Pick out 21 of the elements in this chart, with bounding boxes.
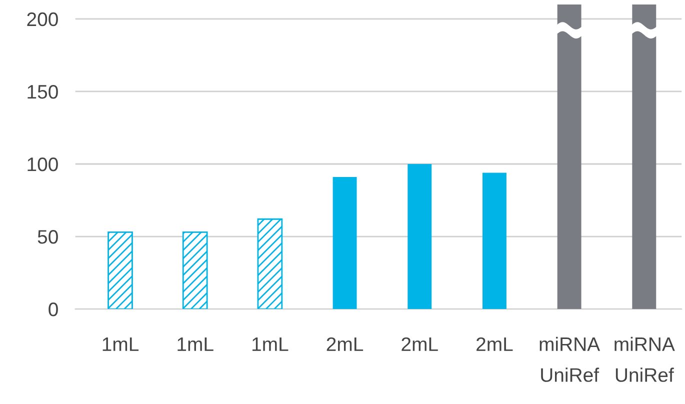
bar xyxy=(482,172,506,310)
y-tick-label: 50 xyxy=(38,230,58,244)
y-tick-label: 150 xyxy=(28,84,58,99)
y-tick-label: 200 xyxy=(27,12,58,26)
x-tick-label: 2mL xyxy=(476,337,513,351)
x-tick-label: 1mL xyxy=(178,338,214,351)
x-tick-label: 1mL xyxy=(102,338,139,351)
bar xyxy=(182,231,208,310)
bar xyxy=(632,4,656,310)
bar xyxy=(332,177,357,310)
y-tick-label: 100 xyxy=(28,157,58,172)
y-tick-label: 0 xyxy=(48,302,58,316)
x-tick-label: 2mL xyxy=(326,337,364,351)
bar xyxy=(257,218,283,310)
x-tick-label: miRNA UniRef xyxy=(614,336,675,382)
x-tick-label: 2mL xyxy=(402,337,438,351)
bar xyxy=(557,4,582,310)
x-tick-label: miRNA UniRef xyxy=(540,336,600,382)
x-tick-label: 1mL xyxy=(252,338,288,351)
bar xyxy=(408,164,432,310)
bar xyxy=(108,231,133,310)
